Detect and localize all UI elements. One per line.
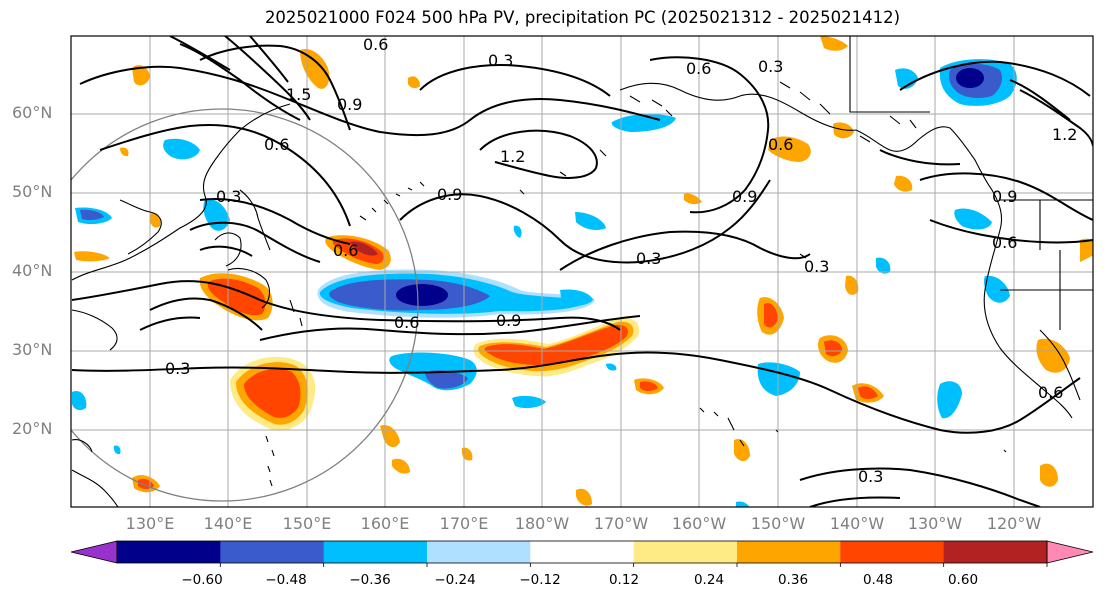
lat-label-60n: 60°N xyxy=(12,103,53,122)
colorbar-tick-label: −0.24 xyxy=(434,572,476,588)
lat-label-30n: 30°N xyxy=(12,340,53,359)
colorbar-arrow-right xyxy=(1046,540,1094,564)
precip-shading xyxy=(72,36,1093,507)
colorbar-tick-label: 0.48 xyxy=(862,572,894,588)
precip-negative-band xyxy=(317,269,595,318)
colorbar-swatch xyxy=(323,541,428,563)
contour-label: 0.6 xyxy=(394,313,419,332)
contour-label: 0.3 xyxy=(216,187,241,206)
lat-label-50n: 50°N xyxy=(12,182,53,201)
contour-label: 0.9 xyxy=(732,187,757,206)
contour-label: 0.9 xyxy=(437,185,462,204)
contour-label: 0.9 xyxy=(337,95,362,114)
graticule xyxy=(71,36,1093,507)
pv-contours xyxy=(71,36,1093,507)
colorbar-tick-label: 0.36 xyxy=(777,572,809,588)
lon-label-170e: 170°E xyxy=(439,514,489,533)
lon-label-140w: 140°W xyxy=(829,514,885,533)
contour-label: 0.6 xyxy=(768,135,793,154)
colorbar-tick-label: −0.60 xyxy=(181,572,223,588)
contour-label: 0.6 xyxy=(363,35,388,54)
contour-label: 0.3 xyxy=(804,257,829,276)
lon-label-120w: 120°W xyxy=(986,514,1042,533)
colorbar-tick-label: −0.48 xyxy=(265,572,307,588)
contour-label: 1.5 xyxy=(286,85,311,104)
contour-label: 0.3 xyxy=(165,359,190,378)
contour-label: 1.2 xyxy=(1052,125,1077,144)
lon-label-170w: 170°W xyxy=(593,514,649,533)
colorbar-arrow-left xyxy=(70,540,118,564)
contour-label: 0.6 xyxy=(992,233,1017,252)
contour-label: 0.3 xyxy=(488,51,513,70)
lon-label-150e: 150°E xyxy=(282,514,332,533)
contour-label: 0.3 xyxy=(636,249,661,268)
contour-label: 0.6 xyxy=(264,135,289,154)
colorbar-tick-label: −0.36 xyxy=(349,572,391,588)
coastlines xyxy=(71,36,1093,507)
colorbar-frame xyxy=(116,540,1048,564)
colorbar-swatch xyxy=(633,541,738,563)
contour-labels: 0.6 0.3 0.6 0.3 1.5 0.9 0.6 1.2 0.9 0.3 … xyxy=(165,35,1077,486)
contour-label: 0.6 xyxy=(1038,383,1063,402)
lat-label-20n: 20°N xyxy=(12,419,53,438)
colorbar-swatch xyxy=(943,541,1048,563)
contour-label: 1.2 xyxy=(500,147,525,166)
lat-label-40n: 40°N xyxy=(12,261,53,280)
lon-label-160e: 160°E xyxy=(360,514,410,533)
lon-label-130e: 130°E xyxy=(125,514,175,533)
contour-label: 0.6 xyxy=(686,59,711,78)
lon-label-160w: 160°W xyxy=(671,514,727,533)
colorbar xyxy=(70,540,1094,567)
contour-label: 0.3 xyxy=(858,467,883,486)
lon-label-150w: 150°W xyxy=(750,514,806,533)
contour-label: 0.3 xyxy=(758,57,783,76)
plot-title: 2025021000 F024 500 hPa PV, precipitatio… xyxy=(264,8,901,27)
lon-label-180w: 180°W xyxy=(514,514,570,533)
map-frame xyxy=(70,35,1094,508)
colorbar-tick-label: 0.12 xyxy=(608,572,640,588)
contour-label: 0.9 xyxy=(496,311,521,330)
colorbar-swatch xyxy=(220,541,325,563)
contour-label: 0.9 xyxy=(992,187,1017,206)
colorbar-swatch xyxy=(427,541,531,563)
colorbar-swatch xyxy=(840,541,945,563)
range-circle xyxy=(71,108,419,502)
colorbar-swatch xyxy=(117,541,221,563)
lon-label-140e: 140°E xyxy=(203,514,253,533)
colorbar-tick-label: 0.24 xyxy=(693,572,725,588)
lon-label-130w: 130°W xyxy=(907,514,963,533)
colorbar-tick-label: −0.12 xyxy=(519,572,561,588)
colorbar-swatch xyxy=(530,541,635,563)
contour-label: 0.6 xyxy=(333,241,358,260)
colorbar-tick-label: 0.60 xyxy=(947,572,979,588)
colorbar-swatch xyxy=(737,541,841,563)
